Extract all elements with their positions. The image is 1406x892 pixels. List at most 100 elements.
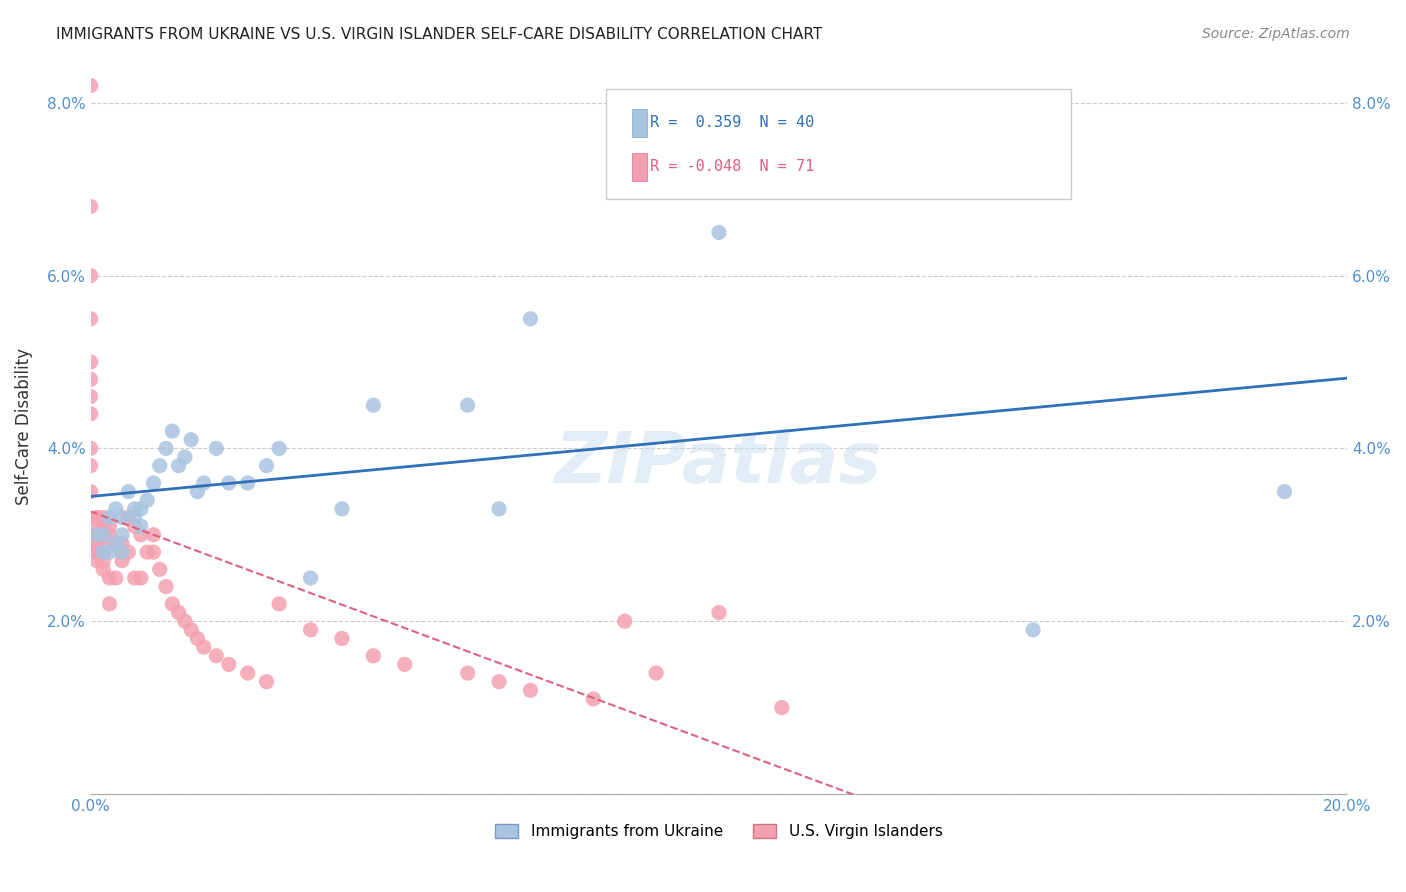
Point bbox=[299, 571, 322, 585]
Point bbox=[582, 692, 605, 706]
Point bbox=[363, 398, 385, 412]
Point bbox=[155, 442, 177, 456]
Point bbox=[86, 536, 108, 550]
Point bbox=[91, 554, 114, 568]
Point bbox=[136, 545, 159, 559]
Point bbox=[117, 545, 139, 559]
Point bbox=[86, 545, 108, 559]
Point bbox=[218, 657, 240, 672]
Point bbox=[79, 484, 101, 499]
Point bbox=[707, 226, 730, 240]
Point bbox=[111, 536, 134, 550]
Point bbox=[86, 528, 108, 542]
Point bbox=[330, 632, 353, 646]
Point bbox=[86, 528, 108, 542]
Point bbox=[104, 536, 127, 550]
Point bbox=[129, 528, 152, 542]
Point bbox=[645, 666, 668, 681]
Point bbox=[79, 355, 101, 369]
Point bbox=[117, 510, 139, 524]
Point bbox=[269, 442, 291, 456]
Point bbox=[79, 268, 101, 283]
Point bbox=[180, 623, 202, 637]
Point bbox=[167, 458, 190, 473]
Point bbox=[124, 510, 146, 524]
Point bbox=[330, 502, 353, 516]
Point bbox=[79, 311, 101, 326]
Point bbox=[91, 536, 114, 550]
Point bbox=[256, 674, 278, 689]
Point bbox=[98, 571, 121, 585]
Point bbox=[136, 493, 159, 508]
Point bbox=[91, 510, 114, 524]
Point bbox=[193, 475, 215, 490]
Point bbox=[186, 632, 208, 646]
Point bbox=[111, 528, 134, 542]
Point bbox=[394, 657, 416, 672]
Point bbox=[91, 545, 114, 559]
Point bbox=[124, 519, 146, 533]
Point bbox=[129, 502, 152, 516]
Point bbox=[104, 571, 127, 585]
Point bbox=[205, 442, 228, 456]
FancyBboxPatch shape bbox=[606, 89, 1071, 199]
Point bbox=[104, 502, 127, 516]
Point bbox=[457, 666, 479, 681]
Point bbox=[98, 510, 121, 524]
Point bbox=[86, 510, 108, 524]
Point bbox=[111, 545, 134, 559]
Legend: Immigrants from Ukraine, U.S. Virgin Islanders: Immigrants from Ukraine, U.S. Virgin Isl… bbox=[489, 818, 949, 845]
Point bbox=[269, 597, 291, 611]
Point bbox=[79, 390, 101, 404]
Point bbox=[91, 545, 114, 559]
Text: IMMIGRANTS FROM UKRAINE VS U.S. VIRGIN ISLANDER SELF-CARE DISABILITY CORRELATION: IMMIGRANTS FROM UKRAINE VS U.S. VIRGIN I… bbox=[56, 27, 823, 42]
Point bbox=[162, 597, 184, 611]
Point bbox=[218, 475, 240, 490]
Point bbox=[91, 528, 114, 542]
Point bbox=[79, 407, 101, 421]
Point bbox=[98, 528, 121, 542]
Point bbox=[111, 545, 134, 559]
Point bbox=[167, 606, 190, 620]
Point bbox=[205, 648, 228, 663]
Point bbox=[645, 182, 668, 196]
Point bbox=[363, 648, 385, 663]
Point bbox=[91, 528, 114, 542]
Point bbox=[86, 545, 108, 559]
Point bbox=[488, 502, 510, 516]
Point bbox=[124, 571, 146, 585]
Point bbox=[79, 78, 101, 93]
Point bbox=[111, 510, 134, 524]
Point bbox=[180, 433, 202, 447]
Point bbox=[142, 475, 165, 490]
Point bbox=[124, 502, 146, 516]
Point bbox=[707, 606, 730, 620]
Point bbox=[129, 571, 152, 585]
Point bbox=[79, 372, 101, 386]
Point bbox=[1274, 484, 1296, 499]
Bar bbox=[633, 109, 647, 136]
Point bbox=[236, 666, 259, 681]
Point bbox=[299, 623, 322, 637]
Point bbox=[98, 545, 121, 559]
Point bbox=[111, 554, 134, 568]
Point bbox=[98, 597, 121, 611]
Point bbox=[519, 311, 541, 326]
Text: R =  0.359  N = 40: R = 0.359 N = 40 bbox=[650, 114, 814, 129]
Point bbox=[79, 199, 101, 213]
Point bbox=[162, 424, 184, 438]
Text: Source: ZipAtlas.com: Source: ZipAtlas.com bbox=[1202, 27, 1350, 41]
Text: R = -0.048  N = 71: R = -0.048 N = 71 bbox=[650, 159, 814, 174]
Point bbox=[236, 475, 259, 490]
Point bbox=[519, 683, 541, 698]
Point bbox=[86, 519, 108, 533]
Point bbox=[173, 614, 195, 628]
Point bbox=[193, 640, 215, 654]
Point bbox=[104, 536, 127, 550]
Point bbox=[155, 580, 177, 594]
Point bbox=[613, 614, 636, 628]
Point bbox=[86, 528, 108, 542]
Point bbox=[770, 700, 793, 714]
Point bbox=[142, 528, 165, 542]
Point bbox=[173, 450, 195, 464]
